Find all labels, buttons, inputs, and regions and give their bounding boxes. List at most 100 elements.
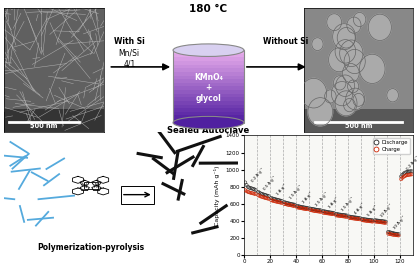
Point (259, 192, 266, 196)
Point (328, 212, 334, 216)
Point (284, 203, 290, 207)
Point (330, 212, 337, 216)
Point (347, 216, 354, 220)
Point (359, 217, 365, 221)
Circle shape (301, 78, 327, 108)
Point (408, 169, 415, 173)
Point (329, 212, 336, 216)
Point (335, 212, 342, 216)
Polygon shape (173, 87, 244, 90)
Point (394, 233, 401, 237)
Point (320, 210, 327, 215)
Point (257, 191, 264, 196)
Point (364, 218, 371, 222)
Text: 10 A g⁻¹: 10 A g⁻¹ (380, 204, 394, 218)
Polygon shape (173, 97, 244, 101)
Point (406, 169, 412, 174)
Point (251, 187, 258, 191)
Point (327, 211, 333, 216)
Point (315, 209, 322, 214)
Point (354, 216, 360, 220)
Circle shape (347, 80, 359, 93)
Point (298, 206, 304, 210)
Circle shape (387, 89, 399, 102)
Text: Without Si: Without Si (263, 37, 308, 46)
Point (387, 230, 394, 235)
Legend: Discharge, Charge: Discharge, Charge (373, 138, 410, 154)
Point (285, 201, 291, 205)
Text: 2 A g⁻¹: 2 A g⁻¹ (302, 191, 314, 204)
Point (278, 201, 285, 205)
Point (365, 218, 372, 222)
Point (295, 204, 302, 208)
Polygon shape (173, 72, 244, 75)
Polygon shape (173, 90, 244, 94)
Point (352, 215, 359, 220)
Text: Polymerization-pyrolysis: Polymerization-pyrolysis (37, 243, 144, 252)
Point (264, 194, 271, 198)
Point (256, 191, 263, 195)
Point (271, 199, 277, 203)
Point (291, 204, 298, 208)
Point (289, 204, 295, 208)
Point (274, 200, 281, 204)
Point (367, 218, 373, 222)
Point (281, 200, 288, 204)
Point (350, 216, 357, 221)
Point (307, 206, 314, 211)
Polygon shape (173, 119, 244, 123)
Point (251, 192, 258, 196)
Text: 0.2 A g⁻¹: 0.2 A g⁻¹ (251, 167, 265, 183)
Point (316, 210, 323, 214)
FancyBboxPatch shape (121, 186, 153, 204)
Point (335, 214, 342, 218)
Polygon shape (173, 115, 244, 119)
Point (402, 174, 408, 178)
Point (349, 215, 355, 219)
Y-axis label: Capacity (mAh g⁻¹): Capacity (mAh g⁻¹) (214, 165, 220, 226)
Point (390, 231, 397, 235)
Text: With Si: With Si (114, 37, 145, 46)
Point (404, 173, 411, 177)
Point (264, 196, 271, 201)
Circle shape (347, 17, 361, 33)
Ellipse shape (173, 44, 244, 57)
Point (312, 209, 319, 213)
Text: 3.5 A g⁻¹: 3.5 A g⁻¹ (342, 196, 356, 212)
Point (381, 219, 387, 224)
Point (399, 173, 406, 177)
Text: 180 °C: 180 °C (189, 4, 228, 14)
Point (400, 175, 407, 179)
Text: HN: HN (93, 185, 99, 189)
Point (376, 219, 382, 223)
Polygon shape (173, 57, 244, 61)
Circle shape (359, 54, 385, 83)
Circle shape (336, 75, 354, 97)
Point (407, 173, 414, 177)
Point (312, 208, 319, 212)
Point (294, 205, 301, 210)
Point (287, 202, 294, 206)
Point (349, 216, 355, 220)
Point (395, 233, 402, 237)
Point (290, 204, 296, 208)
Point (339, 214, 346, 218)
Point (313, 209, 320, 213)
Point (393, 232, 399, 236)
Point (330, 211, 337, 215)
Point (252, 188, 259, 192)
Point (327, 210, 333, 215)
Point (355, 216, 362, 220)
Circle shape (333, 24, 356, 50)
Point (261, 196, 268, 200)
Circle shape (346, 88, 365, 110)
Point (269, 196, 276, 201)
Point (391, 233, 398, 237)
Point (364, 219, 371, 223)
Text: Sealed Autoclave: Sealed Autoclave (167, 126, 250, 135)
Point (385, 231, 392, 236)
Point (389, 232, 395, 237)
Point (316, 208, 323, 212)
Point (363, 219, 369, 223)
Point (360, 218, 367, 222)
